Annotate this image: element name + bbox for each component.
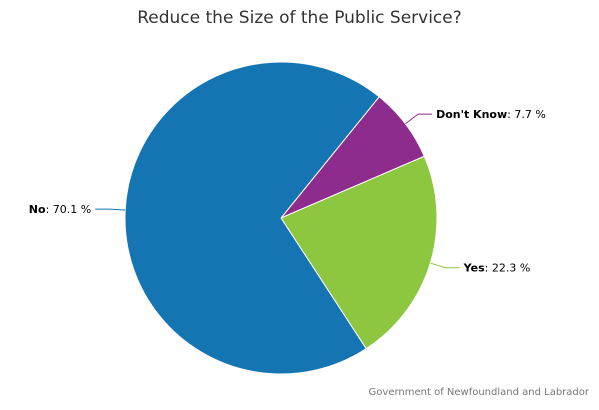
connector-no (95, 208, 126, 211)
data-label-name: Yes (463, 262, 485, 275)
connector-yes (430, 262, 460, 269)
data-label-value: : 7.7 % (507, 108, 546, 121)
connector-don-t-know (405, 113, 433, 125)
data-label-value: : 70.1 % (46, 203, 92, 216)
data-label-name: Don't Know (436, 108, 507, 121)
chart-credit: Government of Newfoundland and Labrador (368, 387, 589, 398)
pie-slice-yes[interactable] (280, 155, 438, 350)
data-label-don-t-know: Don't Know: 7.7 % (436, 108, 546, 121)
data-label-value: : 22.3 % (485, 262, 531, 275)
data-label-no: No: 70.1 % (29, 203, 91, 216)
chart-title: Reduce the Size of the Public Service? (137, 8, 462, 28)
data-label-name: No (29, 203, 46, 216)
data-label-yes: Yes: 22.3 % (463, 262, 531, 275)
